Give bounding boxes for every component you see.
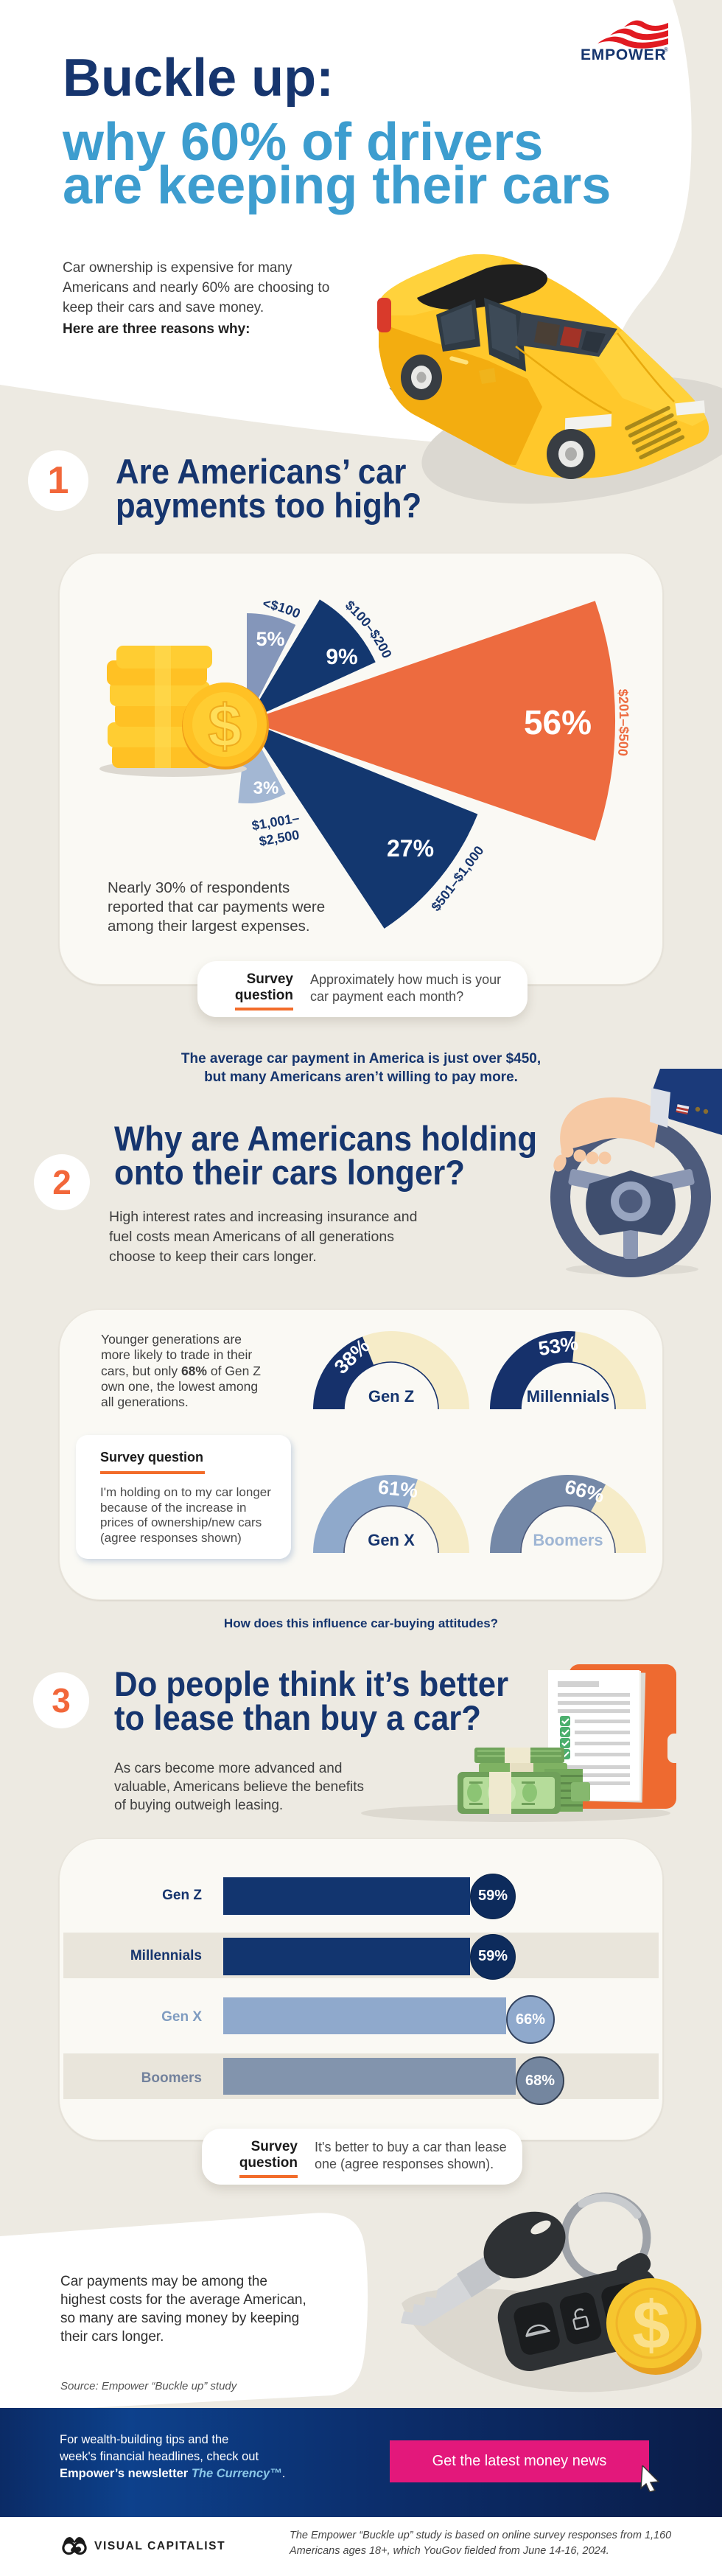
svg-text:$201–$500: $201–$500 [615,688,631,757]
svg-text:Gen Z: Gen Z [368,1387,414,1406]
svg-text:$: $ [208,693,242,760]
svg-text:9%: 9% [326,645,357,669]
svg-text:Gen X: Gen X [368,1531,415,1549]
svg-text:56%: 56% [524,703,592,741]
svg-text:EMPOWER: EMPOWER [581,46,666,62]
svg-text:61%: 61% [377,1476,419,1501]
svg-text:3%: 3% [253,778,279,798]
svg-text:Boomers: Boomers [533,1531,603,1549]
svg-text:$: $ [632,2288,670,2363]
svg-text:27%: 27% [387,835,434,862]
svg-text:5%: 5% [256,628,284,650]
svg-text:Millennials: Millennials [527,1387,609,1406]
svg-text:®: ® [664,46,668,53]
